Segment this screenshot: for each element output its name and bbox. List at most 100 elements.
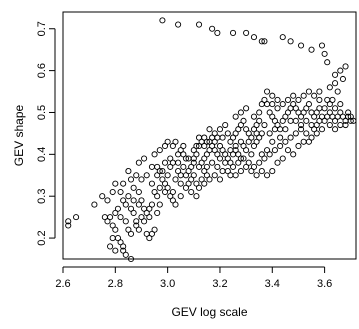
data-point — [161, 142, 169, 150]
data-point — [127, 176, 135, 183]
data-point — [237, 155, 244, 162]
data-point — [201, 180, 208, 187]
data-point — [112, 209, 119, 216]
data-point — [161, 180, 169, 187]
data-point — [201, 155, 208, 162]
data-point — [127, 205, 135, 212]
data-point — [201, 168, 208, 175]
data-point — [175, 159, 182, 166]
data-point — [264, 101, 271, 108]
data-point — [243, 163, 250, 170]
data-point — [332, 105, 339, 112]
data-point — [339, 75, 346, 83]
data-point — [138, 214, 145, 221]
data-point — [248, 134, 255, 141]
data-point — [347, 117, 354, 124]
data-point — [318, 126, 326, 133]
data-point — [316, 96, 323, 103]
data-point — [298, 42, 305, 49]
data-point — [154, 172, 161, 179]
data-point — [245, 138, 252, 145]
data-point — [277, 126, 284, 133]
data-point — [305, 101, 312, 108]
data-point — [342, 63, 349, 70]
data-point — [167, 155, 174, 162]
data-point — [122, 251, 129, 258]
data-point — [300, 109, 307, 116]
data-point — [235, 126, 242, 133]
data-point — [190, 147, 197, 154]
data-point — [156, 147, 163, 154]
data-point — [151, 226, 158, 233]
data-point — [237, 138, 244, 145]
data-point — [151, 151, 158, 158]
y-tick-label: 0.5 — [36, 105, 48, 120]
data-point — [256, 117, 263, 124]
data-point — [240, 117, 247, 124]
data-point — [300, 92, 307, 99]
data-point — [182, 172, 190, 179]
data-point — [311, 92, 318, 99]
data-point — [188, 188, 195, 196]
data-point — [135, 159, 142, 166]
data-point — [109, 188, 116, 196]
data-point — [122, 218, 129, 225]
data-point — [133, 172, 140, 179]
data-point — [148, 201, 155, 208]
data-point — [258, 38, 265, 45]
data-point — [337, 109, 344, 116]
data-point — [237, 121, 244, 129]
data-point — [127, 230, 135, 237]
data-point — [159, 17, 166, 24]
data-point — [298, 126, 305, 133]
data-point — [65, 222, 72, 229]
data-point — [337, 121, 344, 129]
data-point — [324, 59, 331, 66]
data-point — [177, 180, 184, 187]
data-point — [125, 168, 132, 175]
data-point — [229, 134, 237, 141]
data-point — [117, 188, 124, 196]
data-point — [269, 92, 276, 99]
data-point — [172, 138, 179, 145]
data-point — [321, 50, 328, 57]
data-point — [193, 193, 200, 200]
data-point — [141, 155, 148, 162]
data-point — [266, 130, 273, 137]
data-point — [201, 142, 208, 150]
data-point — [180, 163, 187, 170]
y-axis-label: GEV shape — [12, 104, 26, 166]
data-point — [130, 197, 137, 204]
data-point — [332, 71, 339, 78]
data-point — [159, 176, 166, 183]
data-point — [250, 113, 258, 120]
data-point — [211, 130, 218, 137]
y-tick-label: 0.3 — [36, 189, 48, 204]
data-point — [264, 172, 271, 179]
data-point — [284, 109, 292, 116]
data-point — [214, 151, 221, 158]
data-point — [326, 84, 333, 91]
x-tick-label: 3.4 — [265, 278, 280, 290]
x-tick-label: 3.2 — [212, 278, 227, 290]
data-point — [125, 226, 132, 233]
data-point — [316, 117, 323, 124]
data-point — [269, 138, 276, 145]
data-point — [151, 188, 158, 196]
data-point — [112, 247, 119, 254]
data-point — [253, 138, 260, 145]
data-point — [279, 101, 286, 108]
axis-group: 2.6 2.8 3.0 3.2 3.4 3.6 0.2 0.3 0.4 0.5 0.6 0.7 — [36, 11, 357, 290]
data-point — [148, 180, 155, 187]
data-point — [135, 188, 142, 196]
data-point — [261, 96, 268, 103]
data-point — [224, 168, 231, 175]
data-point — [203, 151, 210, 158]
data-point — [177, 193, 184, 200]
data-point — [311, 126, 318, 133]
data-point — [211, 147, 218, 154]
data-point — [216, 126, 224, 133]
data-point — [308, 46, 315, 53]
data-point — [156, 184, 163, 191]
data-point — [303, 117, 310, 124]
